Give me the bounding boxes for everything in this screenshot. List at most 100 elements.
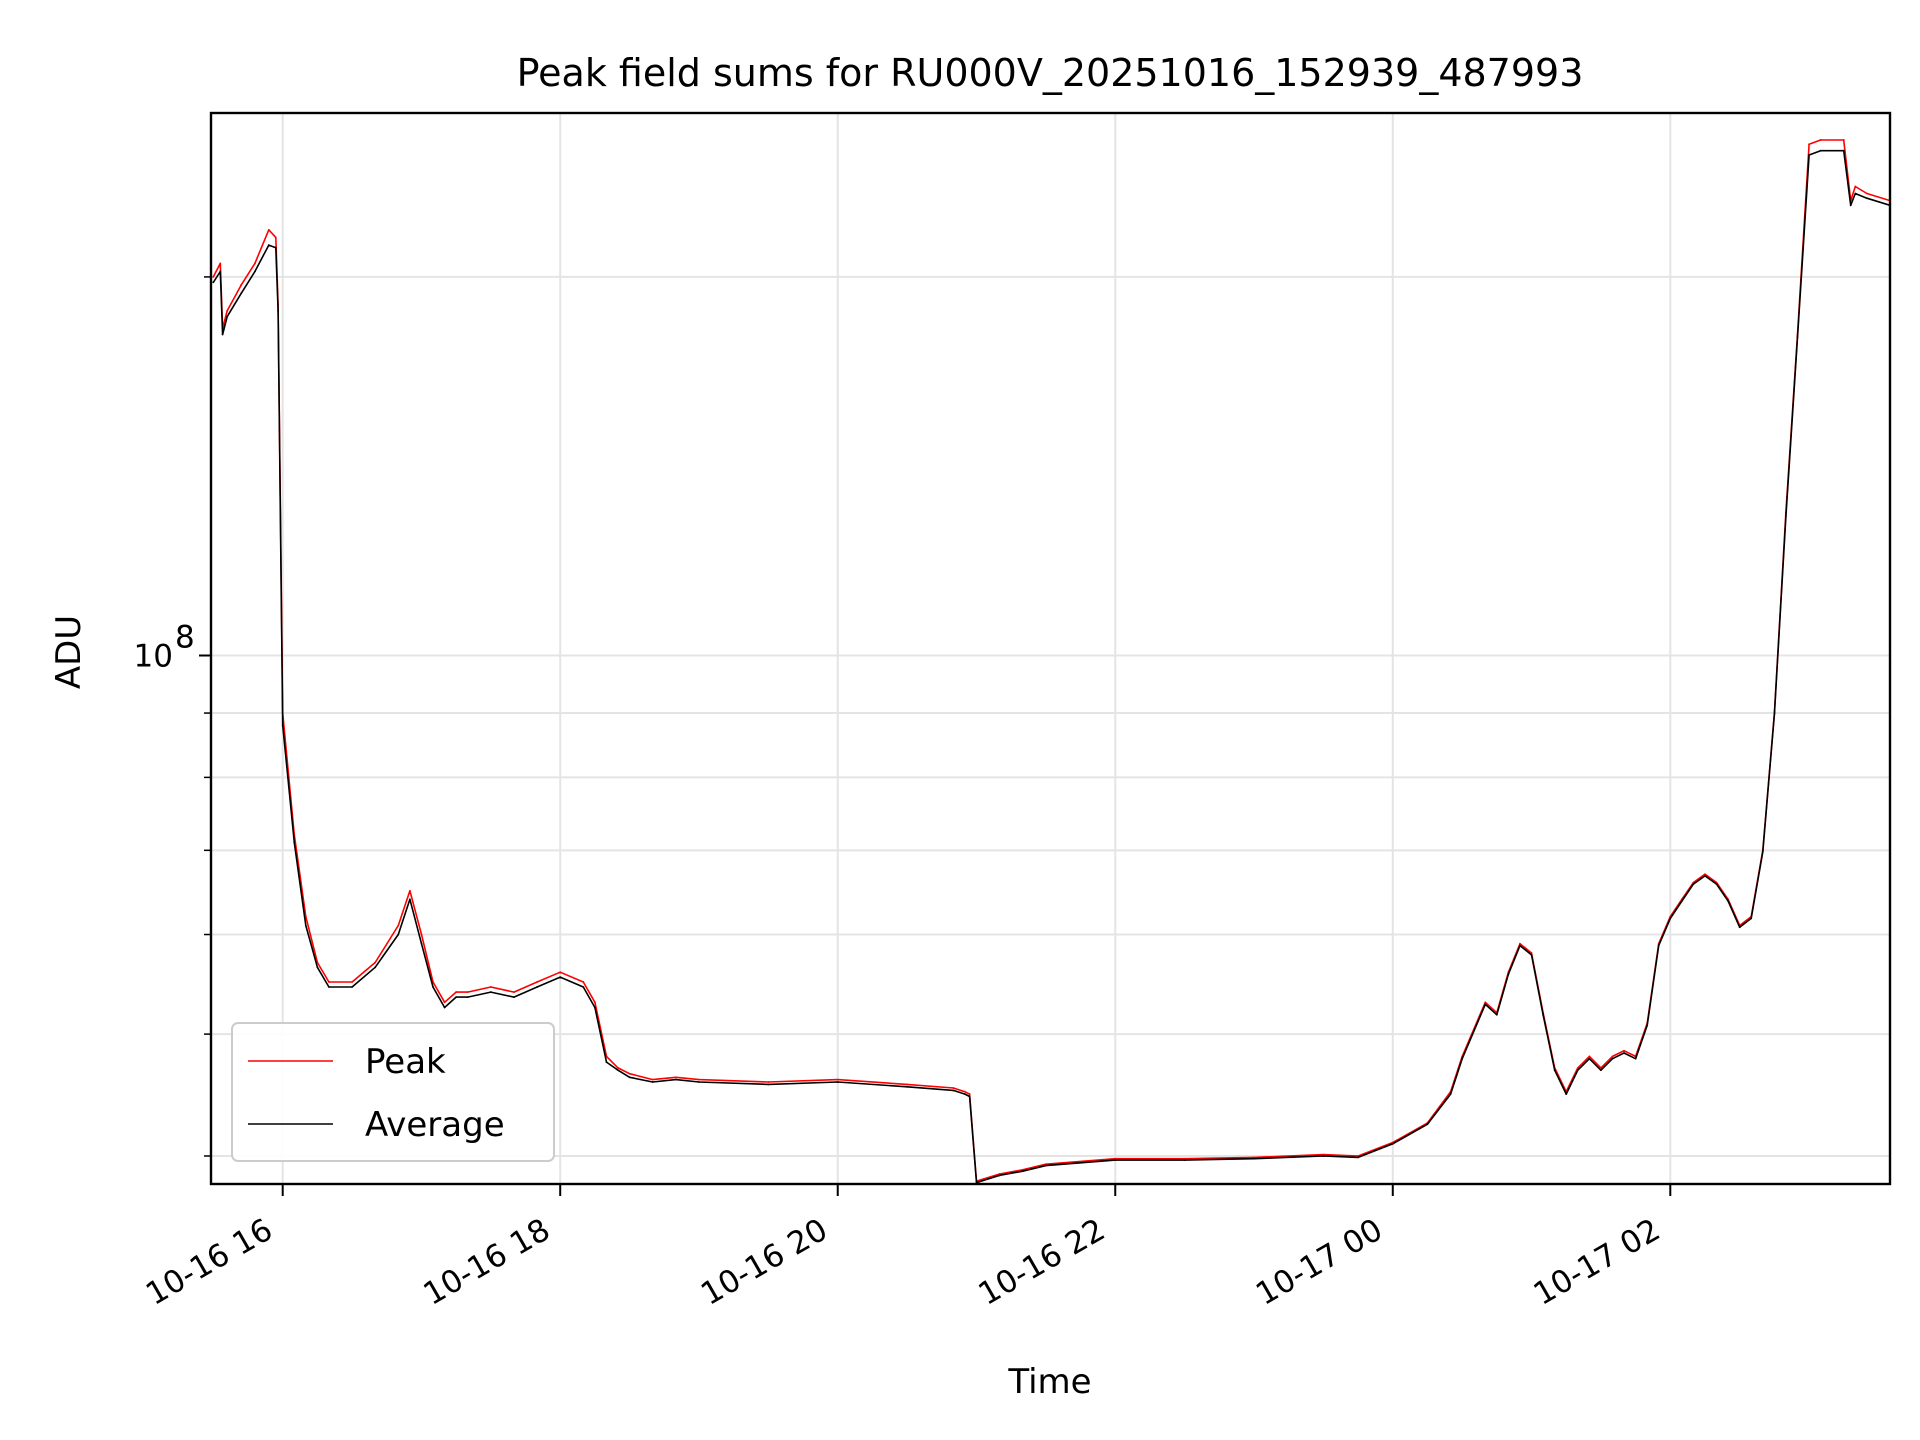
data-point-average <box>1021 1170 1024 1173</box>
data-point-average <box>952 1089 955 1092</box>
data-point-average <box>1484 1003 1487 1006</box>
data-point-average <box>1530 954 1533 956</box>
data-point-peak <box>351 981 353 983</box>
data-point-average <box>1588 1057 1591 1060</box>
data-point-peak <box>906 1083 909 1086</box>
data-point-average <box>1495 1013 1498 1016</box>
data-point-average <box>443 1006 446 1009</box>
data-point-average <box>351 986 353 988</box>
data-point-peak <box>489 986 492 988</box>
data-point-average <box>1657 944 1660 947</box>
x-tick-label: 10-16 18 <box>417 1212 556 1313</box>
data-point-average <box>281 724 284 727</box>
data-point-peak <box>267 228 270 231</box>
data-point-average <box>221 333 224 336</box>
y-axis-label: ADU <box>49 615 89 689</box>
data-point-peak <box>968 1093 971 1095</box>
data-point-average <box>1507 973 1510 976</box>
data-point-peak <box>559 971 562 974</box>
data-point-average <box>1044 1164 1047 1167</box>
data-point-average <box>605 1061 608 1064</box>
data-point-peak <box>536 981 538 983</box>
data-point-peak <box>1322 1153 1325 1156</box>
data-point-peak <box>1484 1001 1487 1004</box>
data-point-average <box>536 986 538 988</box>
data-point-average <box>1634 1057 1637 1060</box>
x-axis-label: Time <box>1007 1362 1091 1402</box>
x-tick-label: 10-17 02 <box>1528 1212 1667 1313</box>
data-point-peak <box>226 309 229 312</box>
data-point-average <box>1738 926 1741 929</box>
data-point-average <box>1391 1142 1394 1145</box>
data-point-average <box>328 986 330 988</box>
data-point-average <box>1750 917 1753 920</box>
data-point-peak <box>1114 1157 1117 1160</box>
data-point-average <box>1727 900 1730 902</box>
data-point-average <box>836 1081 839 1083</box>
data-point-average <box>1519 944 1521 947</box>
data-point-average <box>998 1174 1001 1177</box>
data-point-average <box>1253 1157 1255 1160</box>
data-point-peak <box>374 961 377 964</box>
data-point-average <box>316 966 319 969</box>
data-point-average <box>374 966 377 969</box>
data-point-average <box>1808 154 1810 156</box>
data-point-average <box>420 942 423 945</box>
x-tick-label: 10-16 20 <box>695 1212 834 1313</box>
data-point-average <box>1849 204 1852 207</box>
data-point-peak <box>1530 952 1533 954</box>
data-point-average <box>1449 1093 1452 1095</box>
data-point-peak <box>443 1001 446 1004</box>
data-point-peak <box>219 262 222 265</box>
series-layer <box>212 139 1891 1184</box>
data-point-average <box>674 1078 677 1081</box>
data-point-average <box>274 246 277 249</box>
data-point-average <box>1715 883 1718 886</box>
data-point-average <box>559 976 562 979</box>
data-point-average <box>1461 1057 1464 1060</box>
data-point-peak <box>1854 185 1857 188</box>
data-point-peak <box>254 262 256 265</box>
data-point-average <box>594 1006 596 1009</box>
data-point-peak <box>397 924 400 927</box>
chart-title: Peak field sums for RU000V_20251016_1529… <box>517 51 1584 95</box>
data-point-average <box>212 281 215 284</box>
data-point-average <box>968 1095 971 1098</box>
data-point-average <box>1357 1156 1359 1159</box>
legend-label-peak: Peak <box>365 1042 446 1082</box>
data-point-peak <box>1600 1066 1602 1069</box>
data-point-average <box>1611 1057 1614 1060</box>
data-point-peak <box>1519 942 1521 945</box>
data-point-peak <box>998 1173 1001 1175</box>
data-point-peak <box>674 1076 677 1079</box>
data-point-average <box>698 1081 700 1083</box>
legend-box <box>231 1022 555 1162</box>
data-point-average <box>1322 1155 1325 1157</box>
data-point-peak <box>582 981 585 983</box>
data-point-average <box>1183 1159 1186 1161</box>
data-point-average <box>1600 1069 1602 1072</box>
data-point-peak <box>1842 139 1845 141</box>
data-point-peak <box>513 991 515 993</box>
data-point-average <box>408 898 411 901</box>
data-point-average <box>219 270 222 273</box>
data-point-average <box>1819 149 1822 152</box>
data-point-peak <box>651 1078 654 1081</box>
data-point-average <box>277 309 279 312</box>
data-point-average <box>304 924 307 927</box>
data-point-peak <box>212 276 215 278</box>
data-point-average <box>964 1093 966 1095</box>
y-tick-label-base: 10 <box>134 639 173 675</box>
data-point-average <box>466 996 469 999</box>
data-point-average <box>489 991 492 993</box>
data-point-peak <box>1253 1156 1255 1159</box>
data-point-average <box>1854 192 1857 195</box>
data-point-peak <box>1808 143 1810 146</box>
data-point-peak <box>240 284 242 287</box>
data-point-average <box>1565 1093 1568 1095</box>
data-point-average <box>906 1085 909 1088</box>
data-point-average <box>582 986 585 988</box>
data-point-peak <box>420 933 423 936</box>
data-point-average <box>1669 917 1672 920</box>
